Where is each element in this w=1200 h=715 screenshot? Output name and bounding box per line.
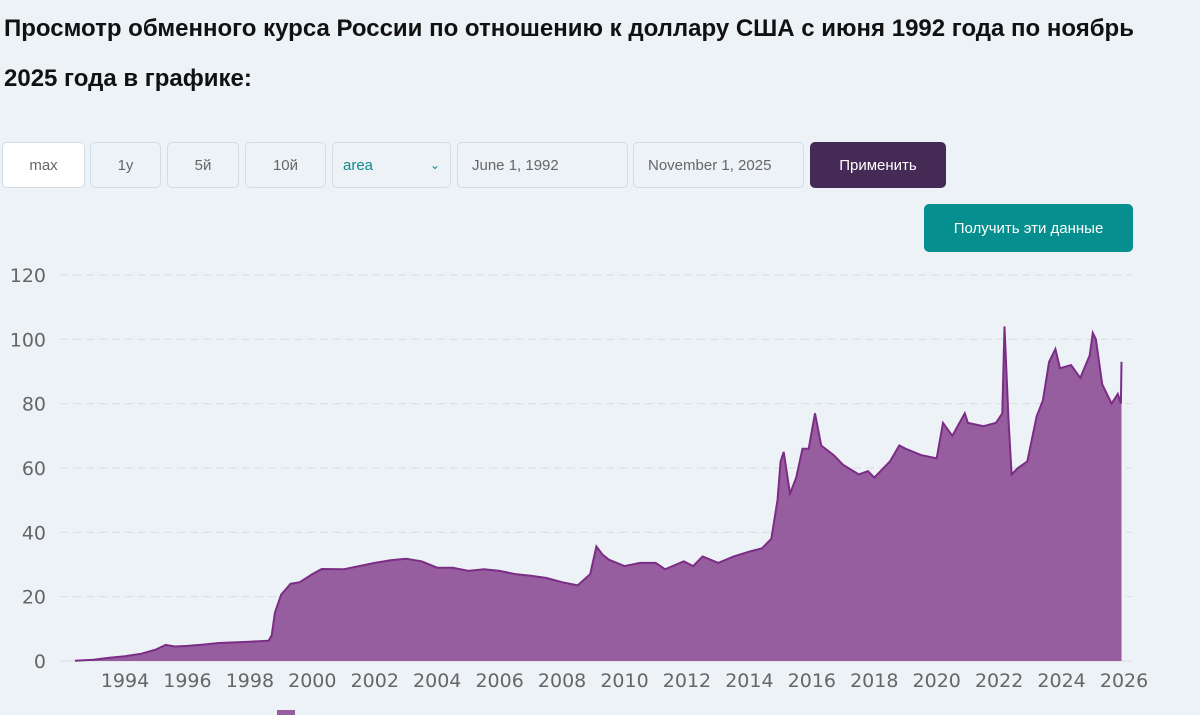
page-title: Просмотр обменного курса России по отнош… — [4, 15, 1134, 92]
y-tick-label: 60 — [22, 458, 46, 480]
y-tick-label: 100 — [10, 329, 46, 351]
x-tick-label: 2024 — [1037, 670, 1085, 692]
y-tick-label: 120 — [10, 265, 46, 287]
range-1y-button[interactable]: 1y — [90, 142, 161, 188]
start-date-input[interactable]: June 1, 1992 — [457, 142, 628, 188]
x-tick-label: 2016 — [788, 670, 836, 692]
series-area — [75, 326, 1122, 661]
y-tick-label: 80 — [22, 394, 46, 416]
x-tick-label: 2000 — [288, 670, 336, 692]
y-tick-label: 40 — [22, 522, 46, 544]
x-tick-label: 2006 — [475, 670, 523, 692]
chart-type-select[interactable]: area ⌄ — [332, 142, 451, 188]
x-tick-label: 2026 — [1100, 670, 1148, 692]
x-tick-label: 2014 — [725, 670, 773, 692]
x-tick-label: 2002 — [351, 670, 399, 692]
end-date-input[interactable]: November 1, 2025 — [633, 142, 804, 188]
x-tick-label: 2020 — [913, 670, 961, 692]
x-tick-label: 2012 — [663, 670, 711, 692]
get-data-button[interactable]: Получить эти данные — [924, 204, 1133, 252]
x-tick-label: 2022 — [975, 670, 1023, 692]
x-tick-label: 2008 — [538, 670, 586, 692]
range-10y-button[interactable]: 10й — [245, 142, 326, 188]
y-tick-label: 20 — [22, 587, 46, 609]
x-tick-label: 1998 — [226, 670, 274, 692]
x-tick-label: 1994 — [101, 670, 149, 692]
apply-button[interactable]: Применить — [810, 142, 946, 188]
range-5y-button[interactable]: 5й — [167, 142, 239, 188]
x-tick-label: 2010 — [600, 670, 648, 692]
legend-swatch — [277, 710, 295, 715]
chart-type-value: area — [343, 156, 374, 174]
x-tick-label: 1996 — [163, 670, 211, 692]
y-tick-label: 0 — [34, 651, 46, 673]
x-tick-label: 2018 — [850, 670, 898, 692]
chevron-down-icon: ⌄ — [429, 158, 440, 172]
x-tick-label: 2004 — [413, 670, 461, 692]
range-max-button[interactable]: max — [2, 142, 85, 188]
